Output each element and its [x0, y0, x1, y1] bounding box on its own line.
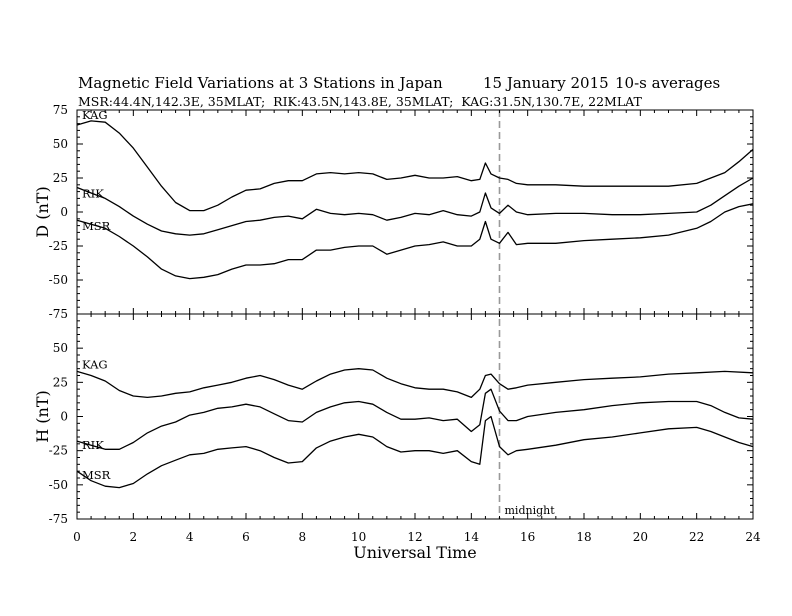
- y-tick-label: 25: [53, 171, 68, 185]
- series-line-kag: [76, 120, 754, 212]
- y-tick-label: -75: [49, 307, 68, 321]
- series-line-msr: [76, 203, 754, 280]
- y-tick-label: 50: [53, 137, 68, 151]
- chart-averaging: 10-s averages: [615, 74, 720, 92]
- x-tick-label: 16: [520, 530, 535, 544]
- x-tick-label: 4: [186, 530, 194, 544]
- midnight-label: midnight: [505, 504, 556, 517]
- series-label-rik: RIK: [82, 438, 104, 452]
- series-line-rik: [76, 388, 754, 450]
- x-tick-label: 0: [73, 530, 81, 544]
- y-tick-label: 0: [60, 410, 68, 424]
- chart-title: Magnetic Field Variations at 3 Stations …: [78, 74, 443, 92]
- x-tick-label: 18: [576, 530, 591, 544]
- y-tick-label: -75: [49, 512, 68, 526]
- x-tick-label: 6: [242, 530, 250, 544]
- y-axis-label: D (nT): [33, 186, 52, 237]
- y-axis-label: H (nT): [33, 390, 52, 443]
- x-tick-label: 8: [299, 530, 307, 544]
- chart-subtitle: MSR:44.4N,142.3E, 35MLAT; RIK:43.5N,143.…: [78, 94, 642, 109]
- series-line-kag: [76, 368, 754, 399]
- y-tick-label: -50: [49, 478, 68, 492]
- series-label-kag: KAG: [82, 108, 108, 122]
- y-tick-label: 0: [60, 205, 68, 219]
- x-tick-label: 22: [689, 530, 704, 544]
- chart-date: 15 January 2015: [483, 74, 609, 92]
- x-axis-label: Universal Time: [353, 543, 476, 562]
- x-tick-label: 12: [407, 530, 422, 544]
- panel-1-frame: [76, 313, 754, 520]
- series-label-rik: RIK: [82, 187, 104, 201]
- series-label-msr: MSR: [82, 219, 111, 233]
- y-tick-label: -25: [49, 444, 68, 458]
- series-line-msr: [76, 415, 754, 489]
- series-label-msr: MSR: [82, 468, 111, 482]
- x-tick-label: 10: [351, 530, 366, 544]
- x-tick-label: 24: [745, 530, 761, 544]
- panel-0-frame: [76, 109, 754, 315]
- y-tick-label: 75: [53, 103, 68, 117]
- y-tick-label: 25: [53, 375, 68, 389]
- x-tick-label: 2: [130, 530, 138, 544]
- y-tick-label: -50: [49, 273, 68, 287]
- x-tick-label: 14: [464, 530, 480, 544]
- series-label-kag: KAG: [82, 357, 108, 371]
- series-line-rik: [76, 177, 754, 236]
- y-tick-label: -25: [49, 239, 68, 253]
- y-tick-label: 50: [53, 341, 68, 355]
- x-tick-label: 20: [633, 530, 648, 544]
